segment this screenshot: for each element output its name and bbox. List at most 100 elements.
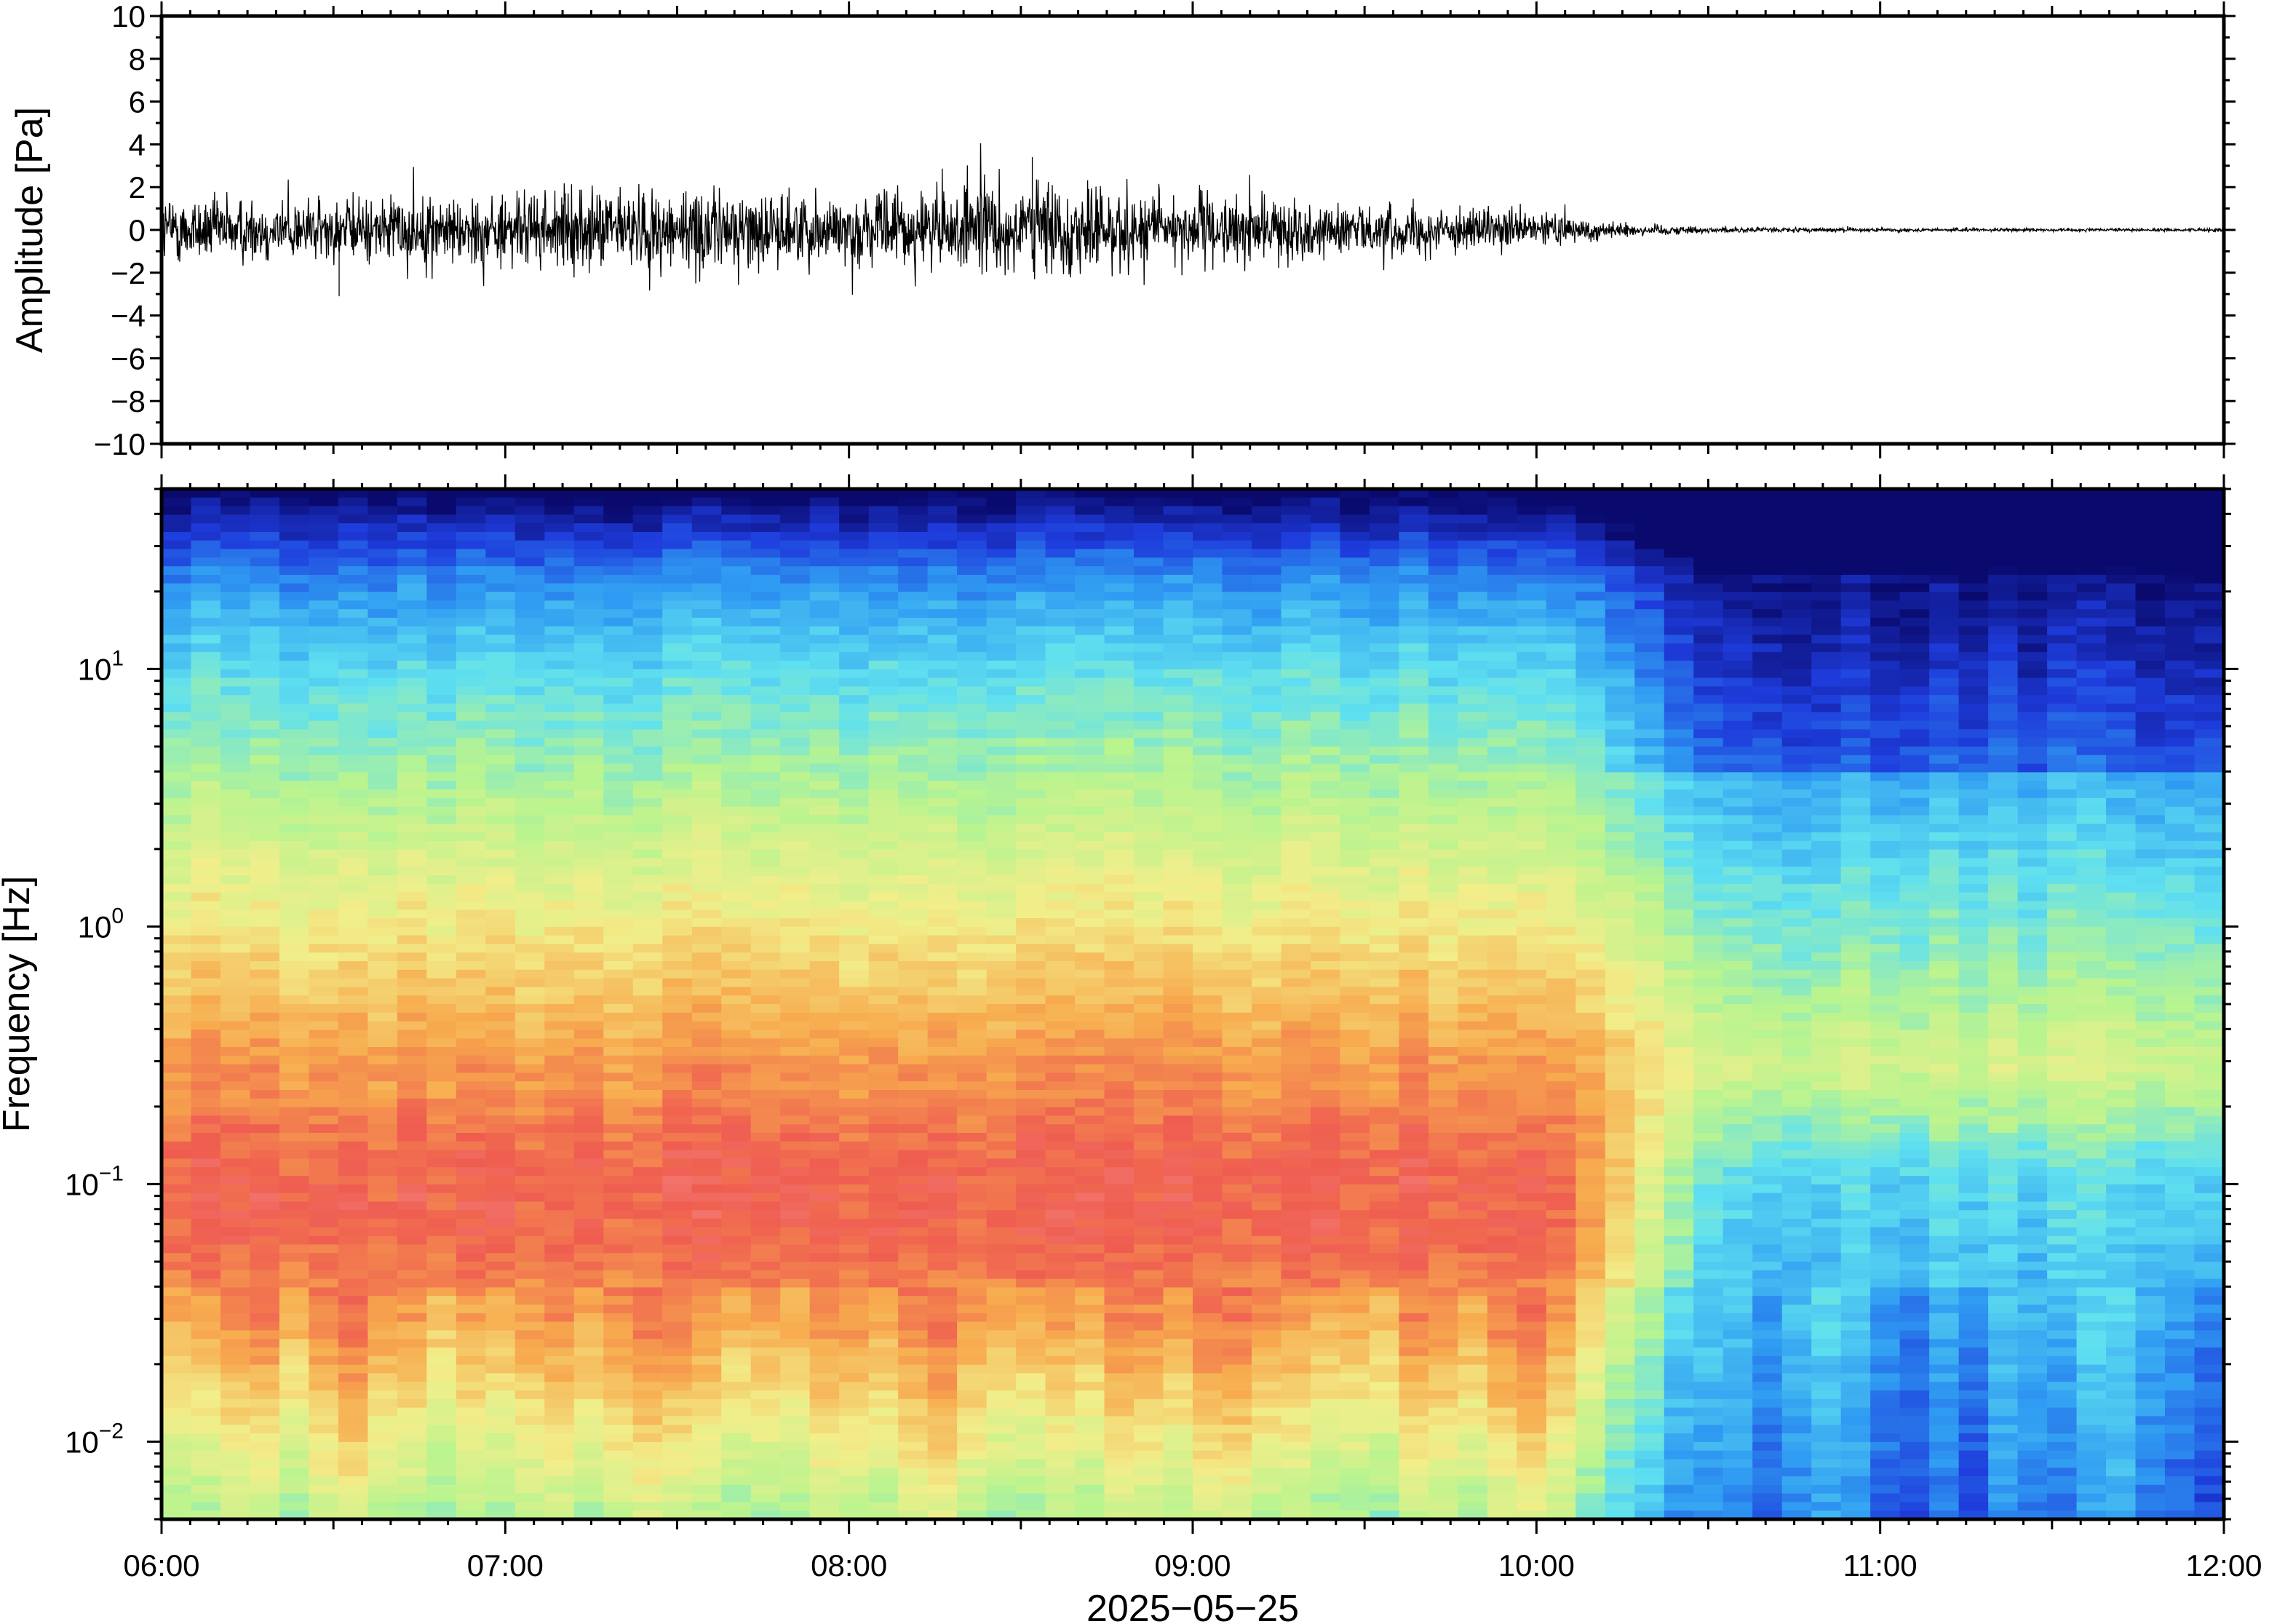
spectrogram-cell [927,1510,958,1519]
spectrogram-cell [662,1167,693,1177]
spectrogram-cell [456,1270,487,1280]
spectrogram-cell [1016,781,1046,790]
spectrogram-cell [367,1047,398,1056]
spectrogram-cell [721,1476,752,1486]
spectrogram-cell [868,514,899,524]
spectrogram-cell [338,901,369,910]
spectrogram-cell [839,1476,870,1486]
spectrogram-cell [603,1210,634,1219]
spectrogram-cell [279,1098,310,1108]
spectrogram-cell [957,1021,988,1031]
spectrogram-cell [279,935,310,945]
spectrogram-cell [1163,1167,1193,1177]
spectrogram-cell [868,1055,899,1065]
spectrogram-cell [162,695,192,704]
spectrogram-cell [250,763,280,773]
spectrogram-cell [514,1098,546,1108]
spectrogram-cell [1251,952,1282,962]
spectrogram-cell [456,712,487,722]
spectrogram-cell [957,583,988,593]
spectrogram-cell [367,1407,398,1417]
spectrogram-cell [750,909,781,919]
spectrogram-cell [1016,995,1046,1005]
spectrogram-cell [544,858,575,867]
spectrogram-cell [250,652,280,661]
spectrogram-cell [162,634,192,645]
spectrogram-cell [750,1450,781,1460]
spectrogram-cell [162,1012,192,1022]
spectrogram-cell [750,1459,781,1468]
spectrogram-cell [632,824,664,833]
spectrogram-cell [839,1390,870,1400]
spectrogram-cell [1281,686,1311,696]
spectrogram-cell [367,849,398,859]
spectrogram-cell [691,1287,723,1297]
spectrogram-cell [250,1373,280,1382]
spectrogram-cell [1075,634,1105,645]
spectrogram-cell [868,1201,899,1211]
spectrogram-cell [927,1184,958,1194]
spectrogram-cell [632,1390,664,1400]
spectrogram-cell [1104,661,1134,670]
spectrogram-cell [485,1296,516,1305]
spectrogram-cell [1016,1330,1046,1340]
spectrogram-cell [632,883,664,893]
spectrogram-cell [220,634,251,645]
spectrogram-cell [220,1441,251,1452]
spectrogram-cell [1251,1373,1282,1382]
spectrogram-cell [397,1124,428,1134]
spectrogram-cell [250,720,280,731]
spectrogram-cell [544,1278,575,1289]
spectrogram-cell [691,1081,723,1091]
spectrogram-cell [220,1012,251,1022]
spectrogram-cell [191,1124,221,1134]
spectrogram-cell [721,1305,752,1314]
spectrogram-cell [544,626,575,636]
spectrogram-cell [1163,583,1193,593]
spectrogram-cell [750,652,781,661]
spectrogram-cell [514,1330,546,1340]
spectrogram-cell [632,1339,664,1348]
spectrogram-cell [250,1287,280,1297]
spectrogram-cell [426,532,457,541]
spectrogram-cell [485,643,516,653]
spectrogram-cell [514,661,546,670]
spectrogram-cell [309,952,339,962]
spectrogram-cell [662,592,693,602]
spectrogram-cell [1281,918,1311,928]
spectrogram-cell [279,1348,310,1357]
spectrogram-cell [1104,1270,1134,1280]
spectrogram-cell [1222,583,1252,593]
spectrogram-cell [868,1348,899,1357]
spectrogram-cell [309,549,339,559]
spectrogram-cell [1134,969,1164,979]
spectrogram-cell [456,1262,487,1271]
spectrogram-cell [485,1158,516,1168]
spectrogram-cell [662,978,693,988]
spectrogram-cell [1251,1484,1282,1494]
spectrogram-cell [397,1201,428,1211]
spectrogram-cell [279,1064,310,1074]
spectrogram-cell [1134,1468,1164,1477]
spectrogram-cell [1310,1244,1341,1254]
spectrogram-cell [839,1115,870,1125]
spectrogram-cell [426,1296,457,1305]
spectrogram-cell [721,1339,752,1348]
spectrogram-cell [721,772,752,781]
spectrogram-cell [780,1184,811,1194]
spectrogram-cell [1163,747,1193,756]
spectrogram-cell [162,849,192,859]
spectrogram-cell [868,1305,899,1314]
spectrogram-cell [456,1012,487,1022]
spectrogram-cell [514,1476,546,1486]
spectrogram-cell [1016,806,1046,816]
spectrogram-cell [514,944,546,953]
spectrogram-cell [1310,669,1341,679]
spectrogram-cell [1310,1064,1341,1074]
spectrogram-cell [898,1493,929,1503]
spectrogram-cell [544,815,575,824]
spectrogram-cell [839,557,870,567]
spectrogram-cell [603,1416,634,1425]
spectrogram-cell [220,1398,251,1409]
spectrogram-cell [691,1158,723,1168]
